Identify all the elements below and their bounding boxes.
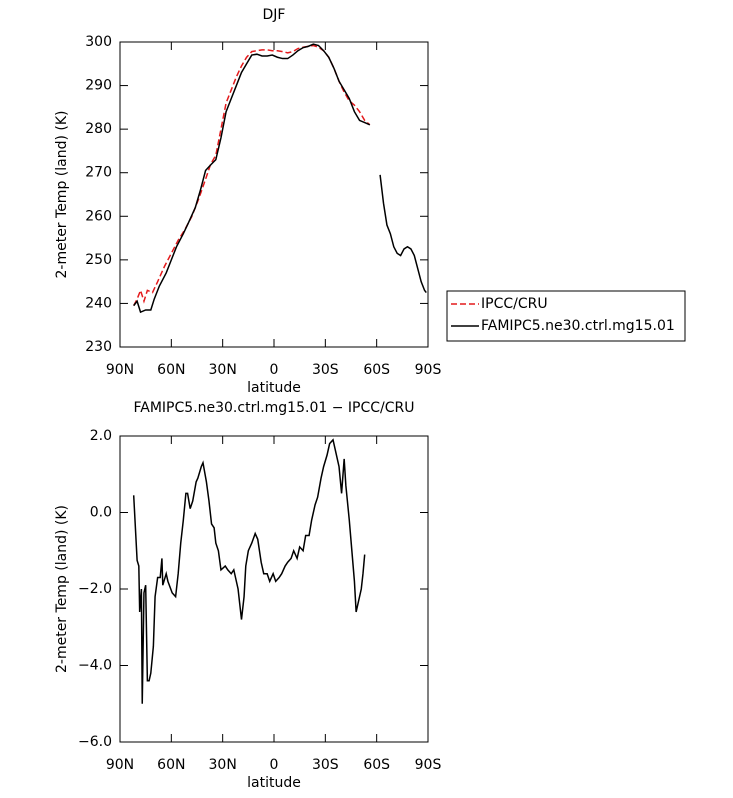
plot-frame (119, 41, 429, 348)
x-tick-label: 60N (157, 757, 185, 773)
x-tick-label: 60S (363, 362, 390, 378)
y-tick-label: 240 (85, 295, 112, 311)
legend-box (446, 290, 686, 342)
x-tick-label: 60S (363, 757, 390, 773)
y-tick-label: 270 (85, 165, 112, 181)
x-tick-label: 90S (415, 757, 442, 773)
x-tick-label: 30S (312, 362, 339, 378)
y-tick-label: 230 (85, 339, 112, 355)
x-tick-label: 90S (415, 362, 442, 378)
x-tick-label: 90N (106, 757, 134, 773)
y-tick-label: 280 (85, 121, 112, 137)
y-tick-label: 290 (85, 78, 112, 94)
legend-label: FAMIPC5.ne30.ctrl.mg15.01 (481, 318, 675, 334)
x-tick-label: 30N (209, 757, 237, 773)
y-tick-label: −6.0 (78, 734, 112, 750)
x-axis-label: latitude (247, 380, 301, 396)
x-tick-label: 0 (270, 757, 279, 773)
x-tick-label: 0 (270, 362, 279, 378)
y-tick-label: −4.0 (78, 658, 112, 674)
y-tick-label: −2.0 (78, 581, 112, 597)
x-tick-label: 30N (209, 362, 237, 378)
x-tick-label: 60N (157, 362, 185, 378)
plot-frame (119, 435, 429, 743)
chart-title: FAMIPC5.ne30.ctrl.mg15.01 − IPCC/CRU (134, 400, 415, 416)
x-tick-label: 30S (312, 757, 339, 773)
legend-label: IPCC/CRU (481, 296, 548, 312)
y-tick-label: 300 (85, 34, 112, 50)
y-tick-label: 250 (85, 252, 112, 268)
data-line (133, 43, 427, 314)
data-line (132, 438, 366, 704)
x-axis-label: latitude (247, 775, 301, 791)
x-tick-label: 90N (106, 362, 134, 378)
y-axis-label: 2-meter Temp (land) (K) (54, 505, 70, 673)
y-tick-label: 260 (85, 208, 112, 224)
y-tick-label: 2.0 (90, 428, 112, 444)
y-tick-label: 0.0 (90, 505, 112, 521)
chart-title: DJF (263, 7, 286, 23)
y-axis-label: 2-meter Temp (land) (K) (54, 111, 70, 279)
